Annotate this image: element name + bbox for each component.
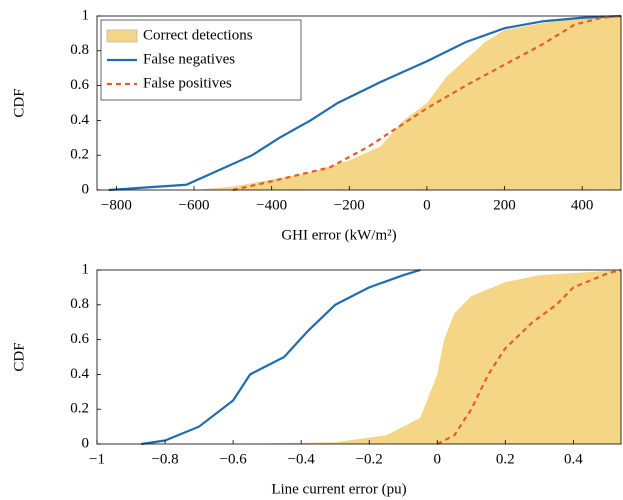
area — [194, 16, 621, 190]
legend-swatch — [106, 29, 138, 43]
y-axis-label: CDF — [11, 342, 27, 371]
legend-label: Correct detections — [143, 27, 253, 43]
x-tick-label: −600 — [179, 197, 210, 213]
y-tick-label: 0.8 — [70, 42, 89, 58]
y-tick-label: 0.6 — [70, 331, 89, 347]
y-tick-label: 0.2 — [70, 147, 89, 163]
x-tick-label: −200 — [334, 197, 365, 213]
x-tick-label: 0 — [423, 197, 431, 213]
x-tick-label: −400 — [256, 197, 287, 213]
x-tick-label: 0.4 — [564, 451, 583, 467]
line — [108, 14, 622, 192]
axes-frame — [96, 269, 622, 445]
y-tick-label: 1 — [82, 7, 90, 23]
x-tick-label: −0.8 — [151, 451, 178, 467]
y-tick-label: 0.2 — [70, 401, 89, 417]
x-tick-label: −0.6 — [219, 451, 247, 467]
y-tick-label: 0.6 — [70, 77, 89, 93]
y-tick-label: 0.4 — [70, 366, 89, 382]
x-tick-label: 0 — [434, 451, 442, 467]
legend-label: False negatives — [143, 51, 235, 67]
y-tick-label: 0 — [82, 181, 90, 197]
x-tick-label: 200 — [493, 197, 516, 213]
y-tick-label: 0.4 — [70, 112, 89, 128]
y-tick-label: 1 — [82, 261, 90, 277]
line — [436, 268, 622, 445]
x-tick-label: −0.2 — [356, 451, 383, 467]
area — [233, 270, 622, 444]
x-axis-label: GHI error (kW/m²) — [281, 227, 396, 243]
line — [141, 268, 421, 446]
x-tick-label: 0.2 — [496, 451, 515, 467]
x-tick-label: −800 — [101, 197, 132, 213]
x-tick-label: −1 — [89, 451, 105, 467]
y-axis-label: CDF — [11, 88, 27, 117]
y-tick-label: 0 — [82, 435, 90, 451]
x-axis-label: Line current error (pu) — [271, 481, 406, 497]
x-tick-label: 400 — [571, 197, 594, 213]
y-tick-label: 0.8 — [70, 296, 89, 312]
axes-frame — [96, 15, 622, 191]
x-tick-label: −0.4 — [288, 451, 316, 467]
legend-label: False positives — [143, 75, 232, 91]
